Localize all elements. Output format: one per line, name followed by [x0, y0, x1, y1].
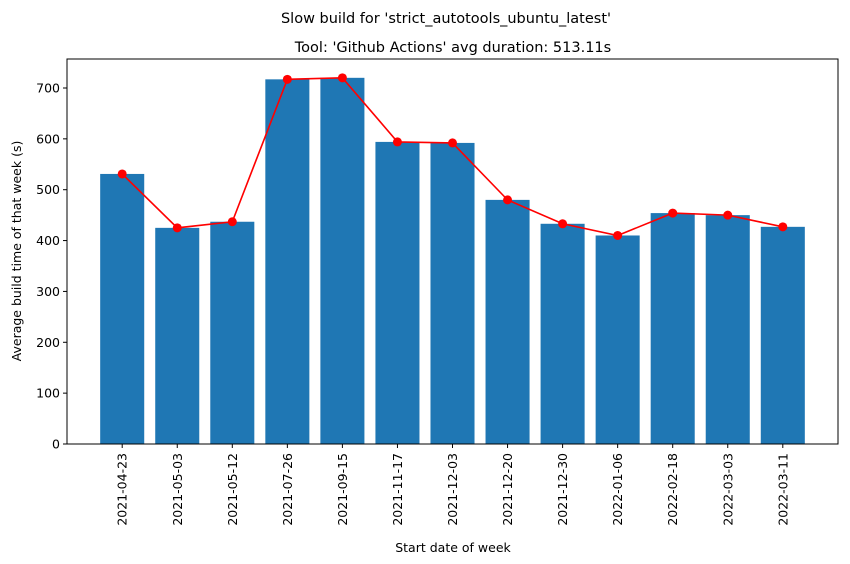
- x-tick-label: 2022-01-06: [610, 453, 625, 526]
- line-series-group: [117, 73, 788, 240]
- x-tick-label: 2021-07-26: [280, 453, 295, 526]
- x-tick-label: 2021-09-15: [335, 453, 350, 526]
- y-tick-label: 0: [52, 437, 60, 452]
- bar-2022-03-03: [705, 215, 750, 444]
- line-point-2021-07-26: [282, 74, 292, 84]
- line-point-2022-01-06: [613, 230, 623, 240]
- x-axis: 2021-04-23 2021-05-03 2021-05-12 2021-07-26…: [115, 444, 790, 526]
- y-axis: 0 100 200 300 400 500 600 700: [36, 80, 67, 452]
- bar-2021-12-20: [485, 199, 530, 444]
- line-point-2022-03-11: [778, 222, 788, 232]
- y-tick-label: 500: [36, 182, 60, 197]
- x-tick-label: 2022-03-03: [720, 453, 735, 526]
- x-tick-label: 2021-12-20: [500, 453, 515, 526]
- x-tick-label: 2021-05-03: [170, 453, 185, 526]
- x-axis-label: Start date of week: [395, 540, 511, 555]
- x-tick-label: 2021-11-17: [390, 453, 405, 526]
- line-point-2021-04-23: [117, 169, 127, 179]
- line-point-2021-09-15: [337, 73, 347, 83]
- x-tick-label: 2021-12-03: [445, 453, 460, 526]
- bar-2021-04-23: [100, 173, 145, 444]
- y-tick-label: 700: [36, 80, 60, 95]
- bar-2022-02-18: [650, 213, 695, 444]
- y-tick-label: 200: [36, 335, 60, 350]
- chart-suptitle: Slow build for 'strict_autotools_ubuntu_…: [281, 11, 611, 27]
- x-tick-label: 2022-02-18: [665, 453, 680, 526]
- x-tick-label: 2022-03-11: [775, 453, 790, 526]
- y-axis-label: Average build time of that week (s): [9, 141, 24, 362]
- x-tick-label: 2021-04-23: [115, 453, 130, 526]
- line-point-2021-11-17: [392, 137, 402, 147]
- y-tick-label: 300: [36, 284, 60, 299]
- line-point-2021-12-20: [503, 195, 513, 205]
- bar-2022-01-06: [595, 235, 640, 444]
- line-point-2021-05-03: [172, 223, 182, 233]
- y-tick-label: 600: [36, 131, 60, 146]
- line-point-2021-12-30: [558, 219, 568, 229]
- chart-title: Tool: 'Github Actions' avg duration: 513…: [294, 40, 611, 56]
- bar-2021-05-03: [155, 227, 200, 444]
- bar-2021-11-17: [375, 141, 420, 444]
- line-point-2021-05-12: [227, 217, 237, 227]
- line-point-2022-02-18: [668, 208, 678, 218]
- line-point-2022-03-03: [723, 210, 733, 220]
- y-tick-label: 400: [36, 233, 60, 248]
- bars-group: [100, 77, 805, 445]
- bar-2021-05-12: [210, 221, 255, 444]
- x-tick-label: 2021-05-12: [225, 453, 240, 526]
- bar-2021-07-26: [265, 79, 310, 445]
- bar-2021-12-30: [540, 223, 585, 444]
- line-point-2021-12-03: [448, 138, 457, 148]
- bar-2021-09-15: [320, 77, 365, 445]
- y-tick-label: 100: [36, 386, 60, 401]
- x-tick-label: 2021-12-30: [555, 453, 570, 526]
- bar-2021-12-03: [430, 142, 475, 444]
- bar-2022-03-11: [760, 226, 805, 444]
